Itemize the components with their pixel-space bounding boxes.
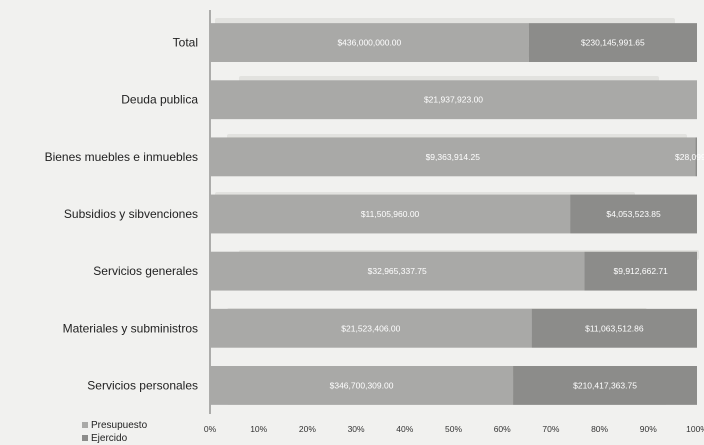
category-label-materiales-y-subministros: Materiales y subministros xyxy=(63,321,198,335)
category-label-servicios-generales: Servicios generales xyxy=(93,264,198,278)
bar-ejercido-servicios-generales xyxy=(584,251,697,291)
x-tick-label: 40% xyxy=(396,424,413,434)
bar-ejercido-subsidios-y-sibvenciones xyxy=(570,194,697,234)
legend: Presupuesto Ejercido xyxy=(82,420,148,444)
category-label-subsidios-y-sibvenciones: Subsidios y sibvenciones xyxy=(64,207,198,221)
bar-presupuesto-servicios-personales xyxy=(210,366,514,405)
data-label-presupuesto-bienes-muebles-e-inmuebles: $9,363,914.25 xyxy=(426,152,481,162)
category-label-bienes-muebles-e-inmuebles: Bienes muebles e inmuebles xyxy=(45,150,198,164)
data-label-ejercido-materiales-y-subministros: $11,063,512.86 xyxy=(585,323,644,333)
x-axis-tick-labels: 0% 10% 20% 30% 40% 50% 60% 70% 80% 90% 100% xyxy=(204,424,704,434)
bar-ejercido-servicios-personales xyxy=(513,366,697,405)
category-label-servicios-personales: Servicios personales xyxy=(87,378,198,392)
data-label-presupuesto-materiales-y-subministros: $21,523,406.00 xyxy=(341,323,400,333)
bar-presupuesto-servicios-generales xyxy=(210,251,585,291)
x-tick-label: 0% xyxy=(204,424,217,434)
bar-presupuesto-bienes-muebles-e-inmuebles xyxy=(210,137,696,177)
category-label-deuda-publica: Deuda publica xyxy=(121,93,198,107)
bars-layer: $436,000,000.00 $230,145,991.65 $21,937,92… xyxy=(209,10,704,414)
data-label-presupuesto-subsidios-y-sibvenciones: $11,505,960.00 xyxy=(361,209,420,219)
x-tick-label: 90% xyxy=(640,424,657,434)
data-label-presupuesto-total: $436,000,000.00 xyxy=(337,38,401,48)
legend-label-ejercido: Ejercido xyxy=(91,433,128,444)
legend-label-presupuesto: Presupuesto xyxy=(91,420,148,431)
x-tick-label: 50% xyxy=(445,424,462,434)
legend-swatch-ejercido xyxy=(82,435,88,441)
legend-swatch-presupuesto xyxy=(82,422,88,428)
category-labels: Total Deuda publica Bienes muebles e inmue… xyxy=(45,36,199,393)
data-label-presupuesto-deuda-publica: $21,937,923.00 xyxy=(424,95,483,105)
data-label-ejercido-servicios-personales: $210,417,363.75 xyxy=(573,380,637,390)
bar-presupuesto-total xyxy=(210,23,529,62)
x-tick-label: 80% xyxy=(591,424,608,434)
bar-ejercido-total xyxy=(528,23,697,62)
bar-ejercido-materiales-y-subministros xyxy=(531,308,697,348)
x-tick-label: 30% xyxy=(348,424,365,434)
bar-presupuesto-deuda-publica xyxy=(210,80,697,120)
data-label-presupuesto-servicios-generales: $32,965,337.75 xyxy=(368,266,427,276)
x-tick-label: 70% xyxy=(542,424,559,434)
data-label-ejercido-bienes-muebles-e-inmuebles: $28,099.68 xyxy=(675,152,704,162)
bar-presupuesto-subsidios-y-sibvenciones xyxy=(210,194,571,234)
category-label-total: Total xyxy=(173,36,198,50)
x-tick-label: 100% xyxy=(686,424,704,434)
bar-ejercido-bienes-muebles-e-inmuebles xyxy=(695,137,697,177)
data-label-ejercido-total: $230,145,991.65 xyxy=(581,38,645,48)
x-tick-label: 60% xyxy=(494,424,511,434)
x-tick-label: 20% xyxy=(299,424,316,434)
bar-presupuesto-materiales-y-subministros xyxy=(210,308,532,348)
data-label-presupuesto-servicios-personales: $346,700,309.00 xyxy=(330,380,394,390)
data-label-ejercido-servicios-generales: $9,912,662.71 xyxy=(614,266,669,276)
x-tick-label: 10% xyxy=(250,424,267,434)
data-label-ejercido-subsidios-y-sibvenciones: $4,053,523.85 xyxy=(606,209,661,219)
